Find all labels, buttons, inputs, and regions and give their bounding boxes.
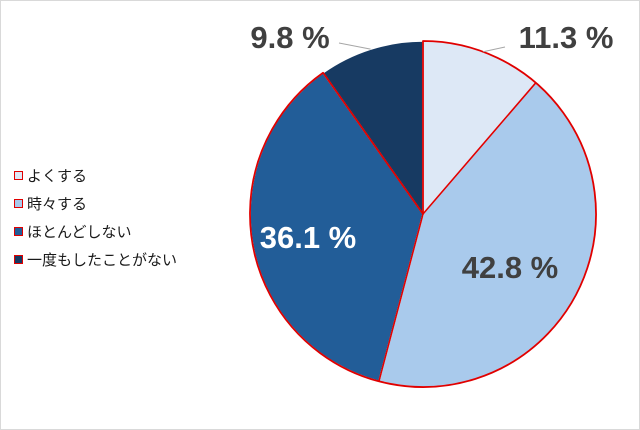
legend-label: 時々する	[27, 194, 88, 213]
data-label-often: 11.3 %	[519, 20, 614, 55]
legend-item: よくする	[14, 161, 177, 189]
highlight-divider	[378, 213, 424, 382]
data-label-never: 9.8 %	[250, 20, 329, 55]
leader-line	[483, 46, 506, 53]
legend-swatch	[14, 226, 23, 236]
legend-item: 時々する	[14, 189, 177, 217]
legend-label: よくする	[27, 166, 88, 185]
legend-label: ほとんどしない	[27, 222, 132, 241]
legend-swatch	[14, 170, 23, 180]
data-label-sometimes: 42.8 %	[462, 250, 559, 285]
highlight-divider	[422, 82, 537, 215]
legend-item: ほとんどしない	[14, 217, 177, 245]
slice-never	[322, 40, 424, 217]
legend-swatch	[14, 254, 23, 264]
legend-swatch	[14, 198, 23, 208]
leader-line	[338, 42, 371, 50]
legend: よくする 時々する ほとんどしない 一度もしたことがない	[14, 161, 177, 273]
highlight-outline	[249, 40, 597, 388]
data-label-rarely: 36.1 %	[260, 220, 357, 255]
legend-item: 一度もしたことがない	[14, 245, 177, 273]
legend-label: 一度もしたことがない	[27, 250, 178, 269]
